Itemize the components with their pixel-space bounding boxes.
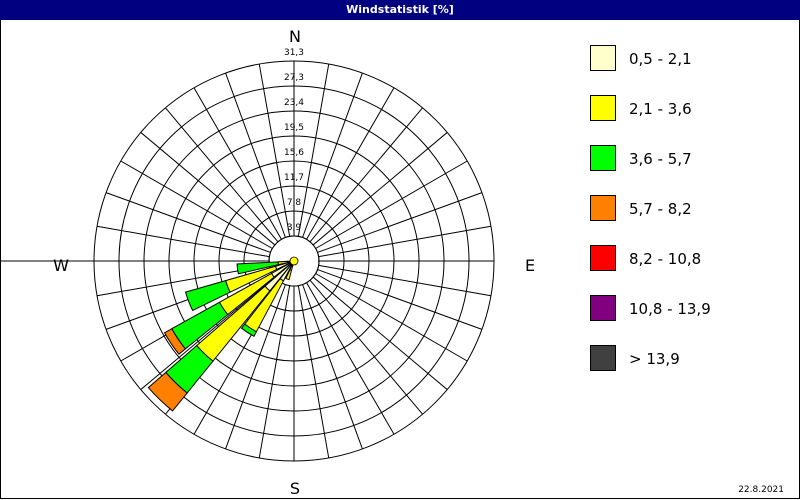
legend-label: > 13,9: [629, 350, 680, 368]
spoke-line: [306, 282, 395, 435]
ring-label: 19,5: [284, 123, 304, 133]
spoke-line: [225, 72, 286, 238]
legend-label: 10,8 - 13,9: [629, 300, 711, 318]
petal-segment-200-1: [285, 269, 293, 281]
legend: 0,5 - 2,1 2,1 - 3,6 3,6 - 5,7 5,7 - 8,2 8,2 …: [590, 45, 711, 371]
petal-segment-213-2: [240, 323, 258, 337]
ring-label: 7,8: [287, 198, 302, 208]
legend-swatch: [590, 45, 616, 71]
spoke-line: [258, 63, 291, 237]
spoke-line: [225, 284, 286, 450]
spoke-line: [297, 63, 330, 237]
legend-swatch: [590, 345, 616, 371]
spoke-line: [318, 225, 492, 258]
spoke-line: [302, 72, 363, 238]
spoke-line: [315, 273, 468, 362]
spoke-line: [312, 276, 448, 390]
petal-segment-224-3: [147, 371, 188, 412]
spoke-line: [165, 107, 279, 243]
spoke-line: [297, 285, 330, 459]
ring-labels: 3,9 7,8 11,7 15,6 19,5 23,4 27,3 31,3: [284, 48, 304, 233]
spoke-line: [96, 225, 270, 258]
ring-label: 15,6: [284, 148, 304, 158]
legend-label: 0,5 - 2,1: [629, 50, 692, 68]
spoke-line: [302, 284, 363, 450]
legend-label: 3,6 - 5,7: [629, 150, 692, 168]
compass-n: N: [289, 27, 301, 46]
spoke-line: [315, 160, 468, 249]
calm-dot: [289, 256, 299, 266]
ring-label: 27,3: [284, 73, 304, 83]
compass-s: S: [290, 479, 300, 498]
spoke-line: [318, 264, 492, 297]
legend-label: 8,2 - 10,8: [629, 250, 701, 268]
legend-swatch: [590, 195, 616, 221]
title-bar: Windstatistik [%]: [0, 0, 800, 20]
legend-label: 5,7 - 8,2: [629, 200, 692, 218]
legend-swatch: [590, 95, 616, 121]
compass-e: E: [525, 256, 535, 275]
date-label: 22.8.2021: [738, 485, 784, 495]
petals: [147, 256, 299, 412]
legend-swatch: [590, 245, 616, 271]
legend-swatch: [590, 295, 616, 321]
ring-label: 23,4: [284, 98, 304, 108]
spoke-line: [105, 192, 271, 253]
spoke-line: [258, 285, 291, 459]
spoke-line: [317, 269, 483, 330]
spoke-line: [309, 279, 423, 415]
spoke-line: [140, 132, 276, 246]
petal-segment-236-3: [163, 328, 187, 355]
ring-label: 11,7: [284, 173, 304, 183]
legend-label: 2,1 - 3,6: [629, 100, 692, 118]
legend-swatch: [590, 145, 616, 171]
spoke-line: [306, 87, 395, 240]
spoke-line: [312, 132, 448, 246]
spoke-line: [193, 87, 282, 240]
polar-grid: [0, 60, 495, 462]
petal-segment-262-2: [236, 261, 279, 275]
spoke-line: [120, 160, 273, 249]
spoke-line: [317, 192, 483, 253]
ring-label: 31,3: [284, 48, 304, 58]
ring-label: 3,9: [287, 223, 302, 233]
spoke-line: [309, 107, 423, 243]
compass-w: W: [53, 256, 69, 275]
spoke-line: [140, 276, 276, 390]
petal-segment-249-2: [184, 279, 231, 312]
